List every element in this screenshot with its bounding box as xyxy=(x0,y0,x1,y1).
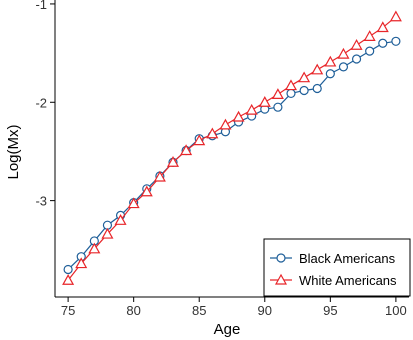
legend-box xyxy=(263,238,411,297)
x-tick-label: 95 xyxy=(323,303,337,318)
data-point-white-americans xyxy=(127,197,140,209)
data-point-white-americans xyxy=(363,30,376,41)
data-point-white-americans xyxy=(284,79,298,91)
y-axis-title: Log(Mx) xyxy=(5,124,22,179)
data-point-white-americans xyxy=(206,127,219,139)
data-point-black-americans xyxy=(351,54,362,64)
x-tick-label: 85 xyxy=(192,303,206,318)
axes xyxy=(54,0,409,298)
data-point-white-americans xyxy=(140,185,153,197)
legend-label-black-americans: Black Americans xyxy=(299,251,396,266)
legend-label-white-americans: White Americans xyxy=(299,273,397,288)
data-point-white-americans xyxy=(153,170,166,182)
data-point-black-americans xyxy=(391,36,401,46)
data-point-white-americans xyxy=(298,71,311,83)
data-point-black-americans xyxy=(365,46,375,56)
data-point-white-americans xyxy=(376,21,389,33)
data-point-black-americans xyxy=(299,85,309,96)
data-point-white-americans xyxy=(271,88,284,100)
data-point-white-americans xyxy=(389,10,402,22)
data-point-white-americans xyxy=(75,257,88,269)
x-tick-label: 80 xyxy=(126,303,140,318)
data-point-white-americans xyxy=(101,227,114,239)
data-point-white-americans xyxy=(350,39,363,50)
x-tick-label: 100 xyxy=(385,303,407,318)
data-point-white-americans xyxy=(180,144,193,156)
legend-marker-white-americans xyxy=(274,273,288,285)
series-layer xyxy=(62,10,402,285)
series-line-black-americans xyxy=(67,40,396,270)
data-point-black-americans xyxy=(325,69,335,79)
data-point-white-americans xyxy=(219,118,232,130)
x-axis-title: Age xyxy=(214,321,241,338)
data-point-white-americans xyxy=(324,55,337,67)
data-point-white-americans xyxy=(166,156,180,167)
x-tick-label: 90 xyxy=(258,303,272,318)
data-point-black-americans xyxy=(338,62,349,72)
data-point-white-americans xyxy=(88,242,101,254)
x-ticks: 75 80 85 90 95 100 xyxy=(61,297,407,318)
data-point-white-americans xyxy=(258,96,271,107)
series-white-americans xyxy=(62,10,402,285)
legend: Black Americans White Americans xyxy=(263,238,411,297)
data-point-white-americans xyxy=(245,103,258,115)
data-point-white-americans xyxy=(337,47,350,59)
data-point-black-americans xyxy=(378,38,388,48)
data-point-white-americans xyxy=(62,274,75,285)
y-tick-label: -2 xyxy=(35,95,47,110)
data-point-black-americans xyxy=(63,264,73,275)
series-black-americans xyxy=(63,36,401,275)
data-point-white-americans xyxy=(232,110,245,122)
data-point-black-americans xyxy=(273,102,283,112)
data-point-white-americans xyxy=(311,63,324,75)
data-point-white-americans xyxy=(114,214,127,225)
x-tick-label: 75 xyxy=(61,303,75,318)
data-point-black-americans xyxy=(286,88,296,99)
legend-marker-black-americans xyxy=(276,253,286,263)
data-point-black-americans xyxy=(312,83,322,94)
y-ticks: -3 -2 -1 xyxy=(35,0,55,209)
y-tick-label: -1 xyxy=(35,0,47,12)
data-point-white-americans xyxy=(193,134,206,146)
y-tick-label: -3 xyxy=(35,194,47,209)
